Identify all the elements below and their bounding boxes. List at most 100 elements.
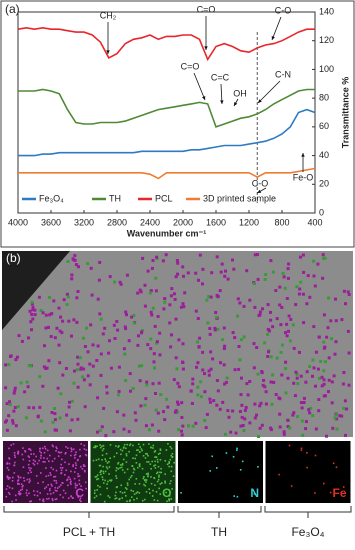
map-dot — [168, 495, 171, 497]
map-dot — [48, 497, 50, 500]
map-dot — [68, 463, 70, 465]
map-dot — [173, 461, 175, 464]
map-image — [178, 441, 263, 503]
map-dot — [147, 461, 150, 463]
sem-particle — [258, 310, 262, 314]
map-dot — [65, 452, 67, 454]
map-dot — [128, 444, 131, 447]
map-dot — [126, 468, 129, 471]
map-dot — [105, 466, 108, 468]
sem-particle — [169, 294, 173, 298]
map-dot — [101, 459, 103, 461]
map-dot — [130, 475, 133, 477]
map-dot — [116, 452, 118, 454]
sem-particle — [89, 266, 93, 270]
map-dot — [70, 450, 73, 453]
sem-particle — [5, 428, 9, 432]
sem-particle — [322, 340, 326, 344]
map-dot — [22, 458, 25, 461]
x-tick-label: 3600 — [41, 217, 61, 227]
map-dot — [28, 492, 30, 495]
sem-particle — [123, 325, 127, 329]
map-dot — [74, 453, 77, 456]
map-dot — [94, 476, 97, 478]
map-dot — [209, 470, 211, 472]
map-dot — [43, 451, 46, 454]
map-dot — [96, 489, 98, 491]
map-dot — [54, 486, 57, 489]
map-dot — [70, 483, 72, 485]
map-dot — [107, 495, 109, 497]
map-dot — [94, 445, 97, 447]
map-dot — [138, 463, 141, 465]
sem-particle — [153, 366, 156, 370]
sem-particle — [53, 336, 57, 340]
annotation: C=O — [197, 4, 216, 14]
map-dot — [17, 452, 19, 454]
sem-particle — [155, 255, 159, 259]
sem-particle — [61, 373, 65, 377]
map-dot — [33, 494, 36, 496]
sem-particle — [258, 404, 262, 408]
sem-particle — [163, 297, 167, 301]
group-label: Fe₃O₄ — [291, 525, 324, 539]
sem-particle — [181, 360, 184, 364]
sem-particle — [312, 325, 316, 329]
sem-particle — [207, 369, 211, 373]
map-dot — [49, 454, 51, 457]
map-dot — [120, 484, 122, 487]
sem-particle — [173, 297, 177, 301]
annotation: C-O — [252, 178, 269, 188]
map-dot — [6, 476, 9, 479]
sem-particle — [300, 419, 304, 423]
map-dot — [121, 463, 124, 465]
map-dot — [288, 444, 291, 447]
sem-particle — [89, 323, 93, 327]
map-dot — [110, 479, 113, 481]
sem-particle — [67, 405, 71, 409]
sem-particle — [282, 430, 286, 434]
sem-particle — [222, 326, 226, 330]
legend-label: 3D printed sample — [203, 193, 276, 203]
map-dot — [121, 464, 124, 466]
sem-particle — [201, 282, 204, 286]
sem-particle — [300, 406, 304, 410]
sem-particle — [145, 380, 149, 384]
map-dot — [7, 476, 10, 479]
sem-particle — [59, 392, 63, 396]
sem-particle — [286, 276, 290, 280]
sem-particle — [25, 380, 29, 384]
sem-particle — [59, 315, 63, 319]
map-dot — [236, 447, 238, 450]
sem-particle — [199, 395, 203, 399]
map-dot — [74, 467, 77, 469]
map-dot — [51, 485, 53, 487]
map-dot — [11, 487, 14, 490]
sem-particle — [231, 258, 234, 262]
sem-particle — [266, 303, 270, 307]
map-dot — [144, 479, 146, 482]
sem-particle — [301, 292, 305, 296]
sem-particle — [304, 380, 308, 384]
sem-particle — [144, 397, 148, 401]
map-dot — [67, 476, 70, 478]
map-dot — [27, 455, 30, 457]
sem-particle — [57, 306, 61, 310]
map-dot — [8, 457, 10, 459]
map-dot — [133, 498, 135, 501]
sem-particle — [238, 410, 242, 413]
map-dot — [132, 467, 135, 470]
map-dot — [75, 464, 77, 466]
sem-particle — [73, 258, 77, 262]
sem-particle — [151, 382, 155, 386]
map-dot — [123, 471, 126, 474]
sem-particle — [183, 291, 187, 295]
sem-particle — [292, 381, 296, 385]
map-dot — [102, 448, 105, 450]
map-dot — [74, 462, 77, 464]
sem-particle — [174, 356, 178, 360]
sem-particle — [191, 382, 195, 386]
map-dot — [93, 492, 96, 494]
legend-label: PCL — [155, 193, 173, 203]
sem-particle — [99, 317, 103, 321]
